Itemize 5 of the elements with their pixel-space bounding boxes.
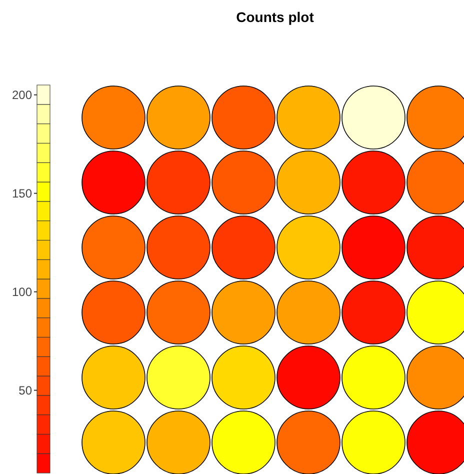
color-bar-label: 200: [12, 88, 32, 102]
color-bar-label: 50: [18, 383, 32, 398]
color-bar-label: 100: [12, 285, 32, 299]
color-bar-label: 150: [12, 186, 32, 201]
chart-title: Counts plot: [236, 9, 314, 25]
